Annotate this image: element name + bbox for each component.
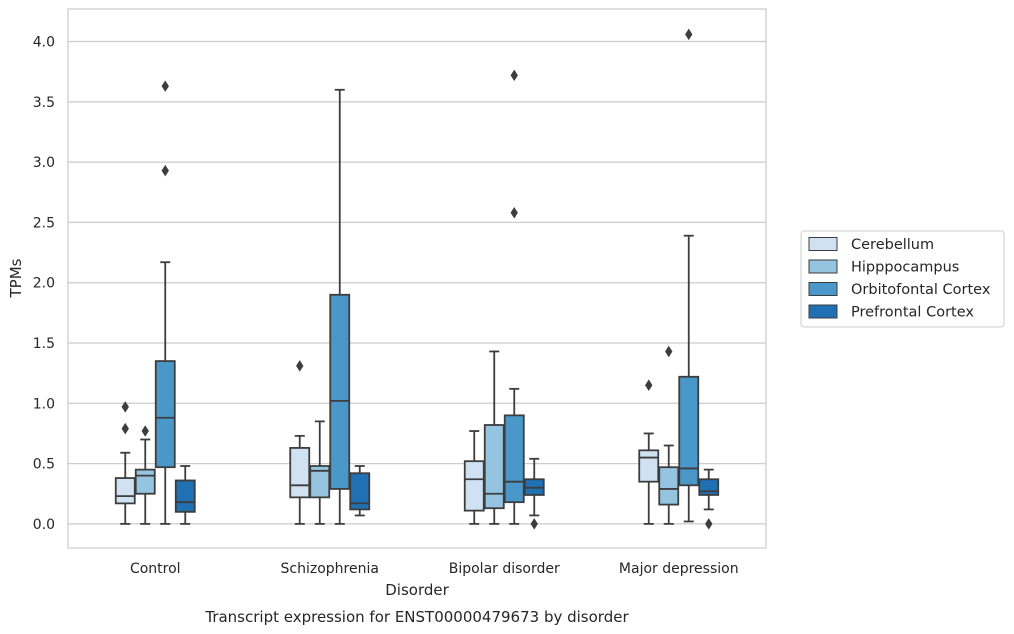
legend-swatch [808, 282, 838, 296]
box-body [698, 478, 720, 496]
y-tick-label: 0.5 [33, 457, 55, 473]
y-axis-ticks: 0.0 0.5 1.0 1.5 2.0 2.5 3.0 3.5 4.0 [33, 35, 55, 533]
box-body [329, 293, 351, 490]
box-3-2 [329, 88, 351, 525]
box-body [309, 465, 331, 499]
box-1-3 [463, 430, 485, 525]
outlier-point [645, 379, 653, 391]
outlier-point [161, 80, 169, 92]
box-3-1 [154, 80, 176, 525]
y-tick-label: 2.0 [33, 276, 55, 292]
box-body [154, 360, 176, 469]
outlier-point [665, 345, 673, 358]
x-axis-title: Disorder [385, 581, 449, 599]
outlier-point [510, 69, 518, 82]
box-body [483, 424, 505, 510]
outlier-point [161, 164, 169, 177]
outlier-point [530, 518, 538, 530]
x-axis-ticks: Control Schizophrenia Bipolar disorder Majo… [130, 561, 739, 577]
y-tick-label: 3.5 [33, 95, 55, 111]
legend-swatch [808, 259, 838, 274]
legend: Cerebellum Hipppocampus Orbitofontal Corte… [800, 230, 1005, 328]
legend-label: Hipppocampus [851, 260, 959, 276]
x-tick-label: Control [130, 561, 181, 577]
box-body [114, 477, 136, 505]
box-body [349, 472, 371, 511]
x-tick-label: Major depression [619, 561, 739, 577]
y-tick-label: 1.5 [33, 336, 55, 352]
y-tick-label: 2.5 [33, 215, 55, 231]
outlier-point [510, 207, 518, 219]
legend-entries: Cerebellum Hipppocampus Orbitofontal Corte… [808, 237, 991, 321]
outlier-point [121, 401, 129, 413]
plot-frame [67, 8, 767, 549]
box-4-3 [523, 457, 545, 530]
chart-caption: Transcript expression for ENST0000047967… [204, 608, 629, 626]
y-axis-title: TPMs [7, 258, 25, 298]
y-tick-label: 3.0 [33, 155, 55, 171]
y-tick-label: 0.0 [33, 517, 55, 533]
box-body [658, 466, 680, 506]
legend-label: Cerebellum [851, 237, 934, 253]
box-groups [114, 28, 720, 530]
box-4-2 [349, 465, 371, 517]
box-3-3 [503, 69, 525, 525]
outlier-point [296, 360, 304, 372]
outlier-point [705, 518, 713, 530]
box-3-4 [678, 28, 700, 523]
box-body [678, 375, 700, 487]
outlier-point [141, 425, 149, 437]
y-tick-label: 4.0 [33, 35, 55, 51]
box-1-1 [114, 401, 136, 525]
legend-swatch [808, 304, 838, 319]
legend-frame [800, 230, 1005, 328]
box-body [638, 449, 660, 483]
x-tick-label: Bipolar disorder [449, 561, 560, 577]
outlier-point [685, 28, 693, 41]
box-4-1 [174, 465, 196, 525]
x-tick-label: Schizophrenia [281, 561, 379, 577]
y-tick-label: 1.0 [33, 396, 55, 412]
box-1-2 [289, 360, 311, 525]
box-2-2 [309, 420, 331, 525]
box-body [174, 479, 196, 513]
box-body [463, 460, 485, 512]
box-4-4 [698, 468, 720, 530]
legend-label: Orbitofontal Cortex [851, 282, 991, 298]
box-body [503, 414, 525, 504]
legend-label: Prefrontal Cortex [851, 305, 974, 321]
box-1-4 [638, 379, 660, 525]
box-body [134, 468, 156, 495]
legend-swatch [808, 237, 838, 251]
box-2-3 [483, 350, 505, 525]
box-body [289, 447, 311, 499]
box-2-4 [658, 345, 680, 525]
outlier-point [121, 422, 129, 435]
box-2-1 [134, 425, 156, 525]
